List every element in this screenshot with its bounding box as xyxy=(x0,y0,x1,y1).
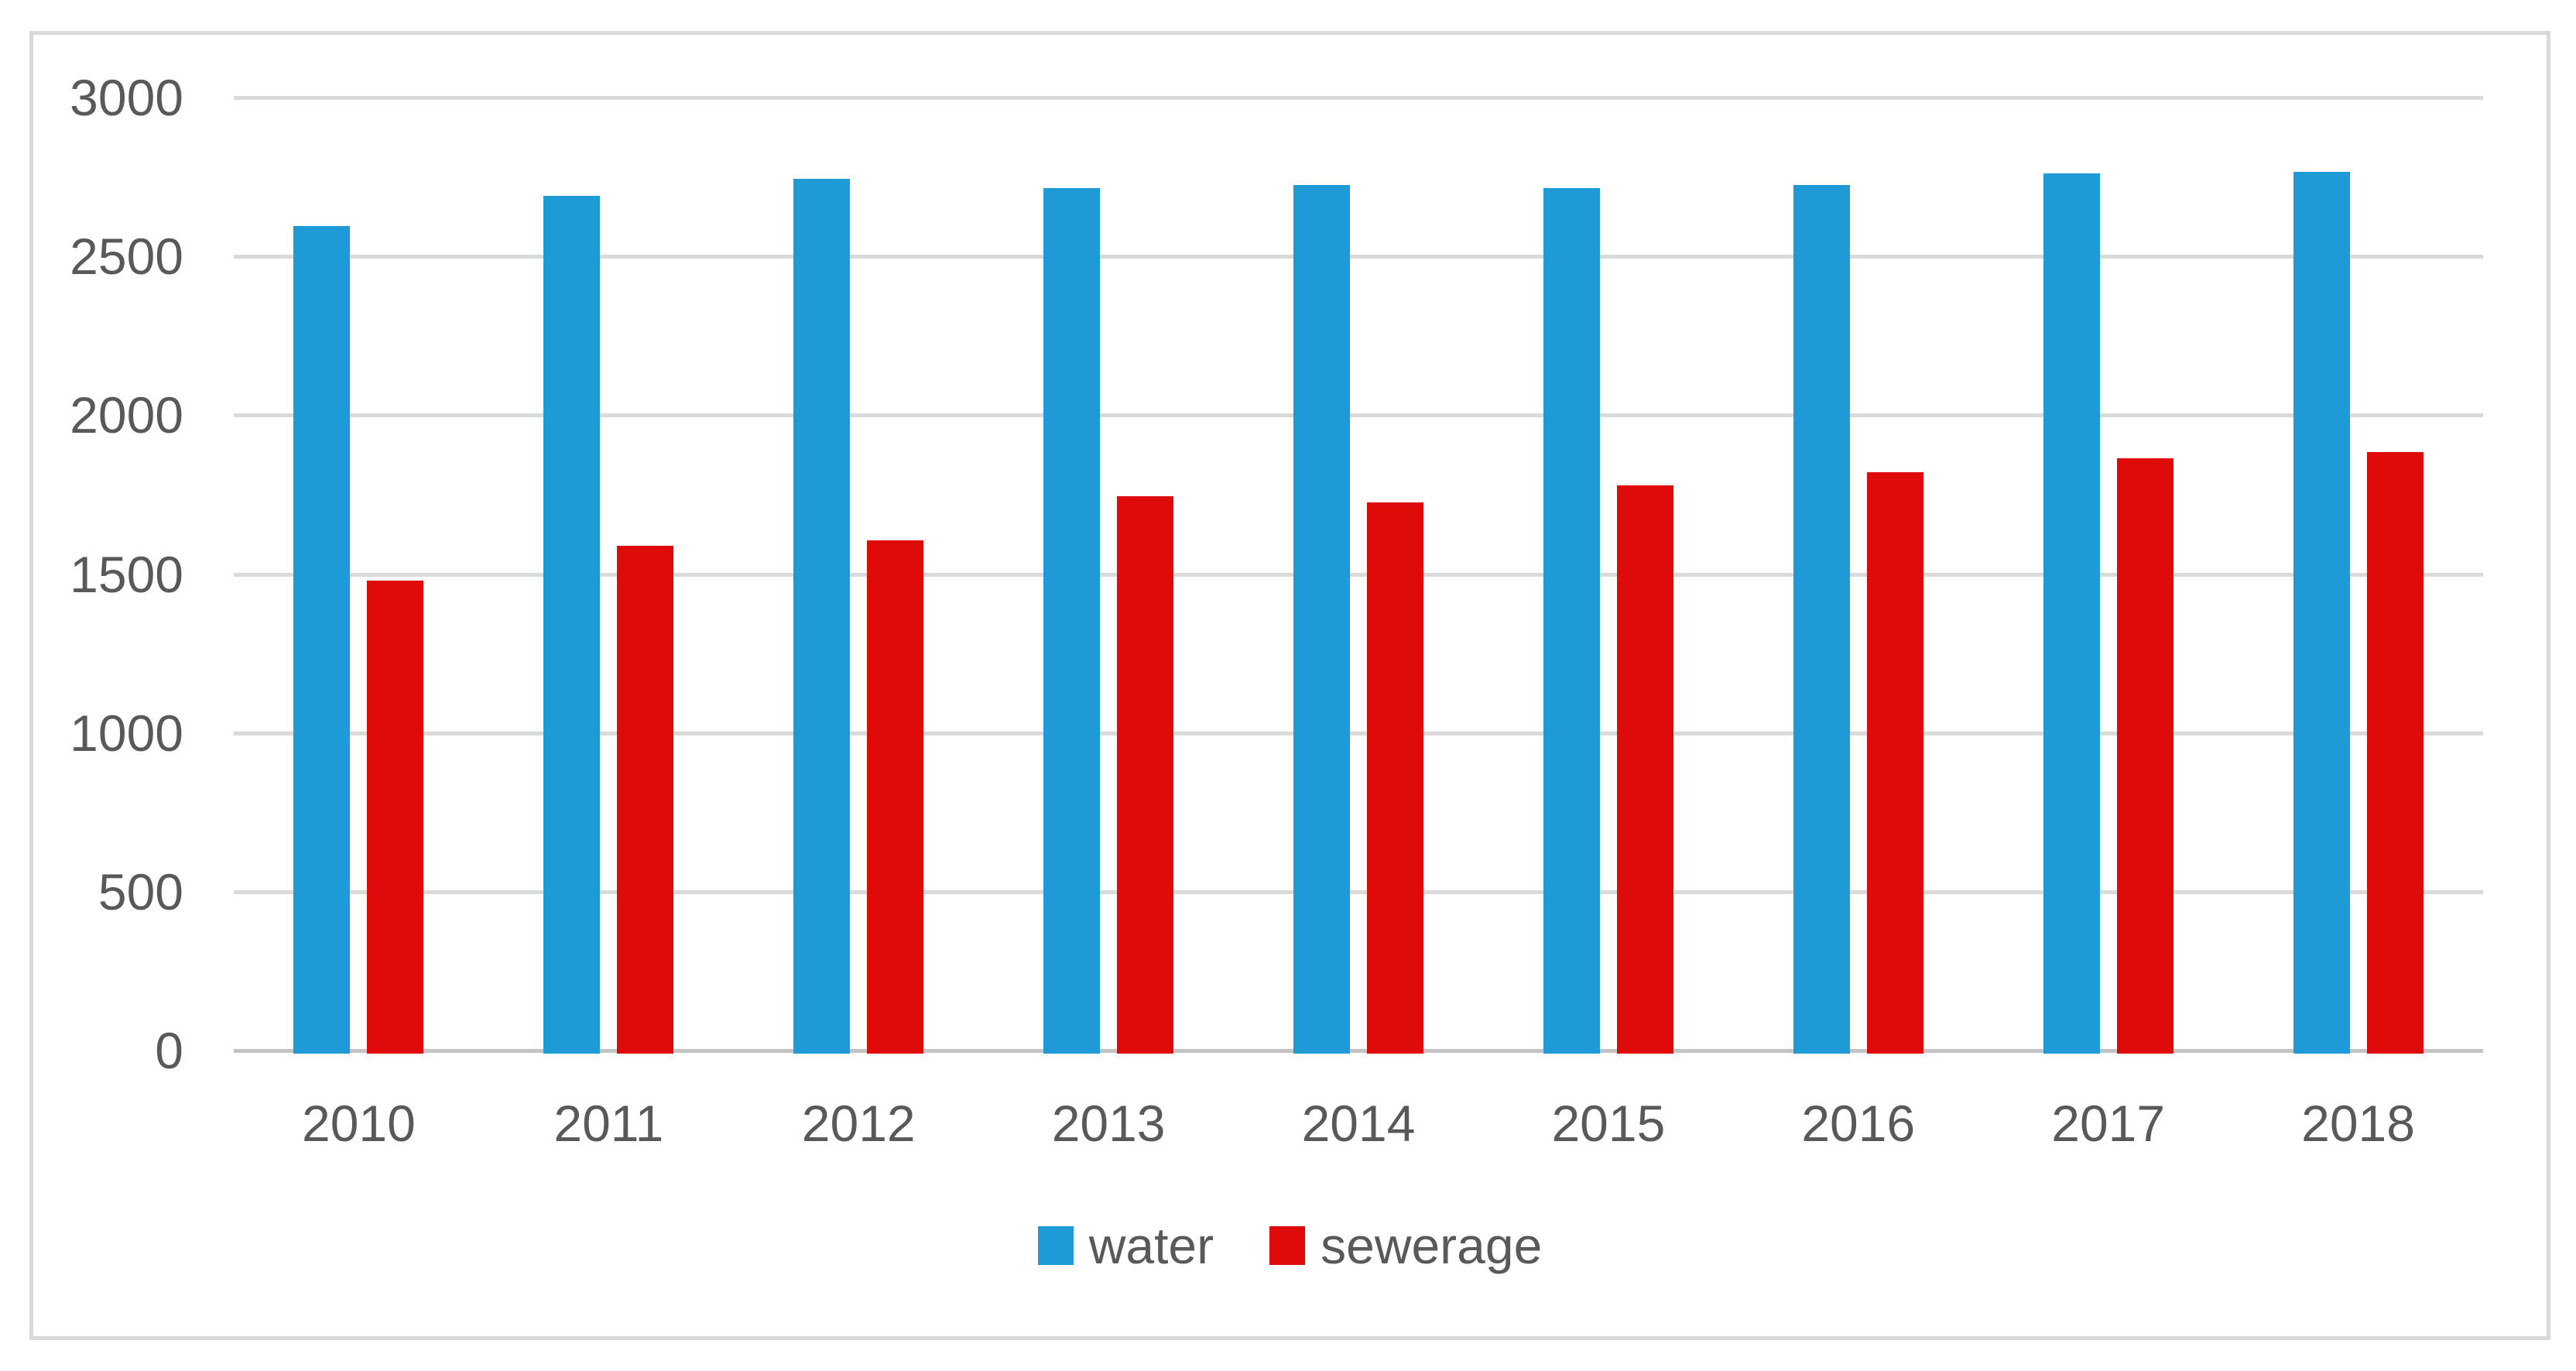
y-tick-label-1500: 1500 xyxy=(70,545,183,603)
y-tick-label-0: 0 xyxy=(155,1022,183,1079)
water-legend-swatch xyxy=(1037,1226,1074,1265)
bar-sewerage-2016 xyxy=(1866,472,1923,1054)
bar-water-2017 xyxy=(2043,173,2100,1054)
bar-water-2012 xyxy=(793,178,851,1054)
bar-sewerage-2017 xyxy=(2116,458,2174,1054)
gridlines-layer xyxy=(33,35,2547,1336)
bar-sewerage-2013 xyxy=(1117,495,1174,1054)
bar-sewerage-2010 xyxy=(367,580,424,1054)
x-tick-label-2012: 2012 xyxy=(801,1095,916,1152)
x-tick-label-2018: 2018 xyxy=(2301,1095,2415,1152)
gridline-2500 xyxy=(234,255,2483,259)
bar-sewerage-2014 xyxy=(1367,502,1423,1054)
sewerage-legend-swatch xyxy=(1269,1226,1306,1265)
y-axis-labels: 3000 2500 2000 1500 1000 500 0 xyxy=(33,35,2547,1336)
legend: water sewerage xyxy=(33,1218,2547,1273)
bar-water-2016 xyxy=(1793,184,1850,1054)
sewerage-legend-label: sewerage xyxy=(1321,1217,1543,1274)
y-tick-label-2500: 2500 xyxy=(70,228,183,286)
x-tick-label-2016: 2016 xyxy=(1801,1095,1916,1152)
legend-item-water: water xyxy=(1037,1217,1214,1274)
x-tick-label-2010: 2010 xyxy=(302,1095,416,1152)
bar-water-2013 xyxy=(1043,187,1101,1054)
bar-water-2010 xyxy=(293,226,351,1054)
x-tick-label-2014: 2014 xyxy=(1301,1095,1416,1152)
water-legend-label: water xyxy=(1088,1217,1214,1274)
y-tick-label-500: 500 xyxy=(98,862,183,920)
x-tick-label-2013: 2013 xyxy=(1051,1095,1166,1152)
bar-water-2011 xyxy=(543,196,601,1054)
bar-water-2015 xyxy=(1543,187,1600,1054)
gridline-1000 xyxy=(234,731,2483,735)
chart-panel: 3000 2500 2000 1500 1000 500 0 2010 2011 2012 201… xyxy=(29,31,2550,1340)
bar-sewerage-2015 xyxy=(1616,485,1673,1054)
bar-water-2018 xyxy=(2293,172,2350,1054)
y-tick-label-2000: 2000 xyxy=(70,386,183,444)
y-tick-label-3000: 3000 xyxy=(70,69,183,126)
x-tick-label-2011: 2011 xyxy=(553,1095,664,1152)
gridline-500 xyxy=(234,889,2483,894)
y-tick-label-1000: 1000 xyxy=(70,704,183,762)
gridline-3000 xyxy=(234,96,2483,100)
bars-layer xyxy=(33,35,2547,1336)
x-axis-labels: 2010 2011 2012 2013 2014 2015 2016 2017 2018 xyxy=(33,35,2547,1336)
bar-sewerage-2011 xyxy=(617,545,674,1054)
bar-sewerage-2018 xyxy=(2366,451,2424,1054)
bar-sewerage-2012 xyxy=(867,540,924,1054)
x-axis-line xyxy=(234,1049,2483,1053)
gridline-1500 xyxy=(234,572,2483,577)
legend-item-sewerage: sewerage xyxy=(1269,1218,1542,1273)
x-tick-label-2017: 2017 xyxy=(2051,1095,2166,1152)
bar-water-2014 xyxy=(1293,184,1350,1054)
gridline-2000 xyxy=(234,413,2483,418)
x-tick-label-2015: 2015 xyxy=(1551,1095,1666,1152)
